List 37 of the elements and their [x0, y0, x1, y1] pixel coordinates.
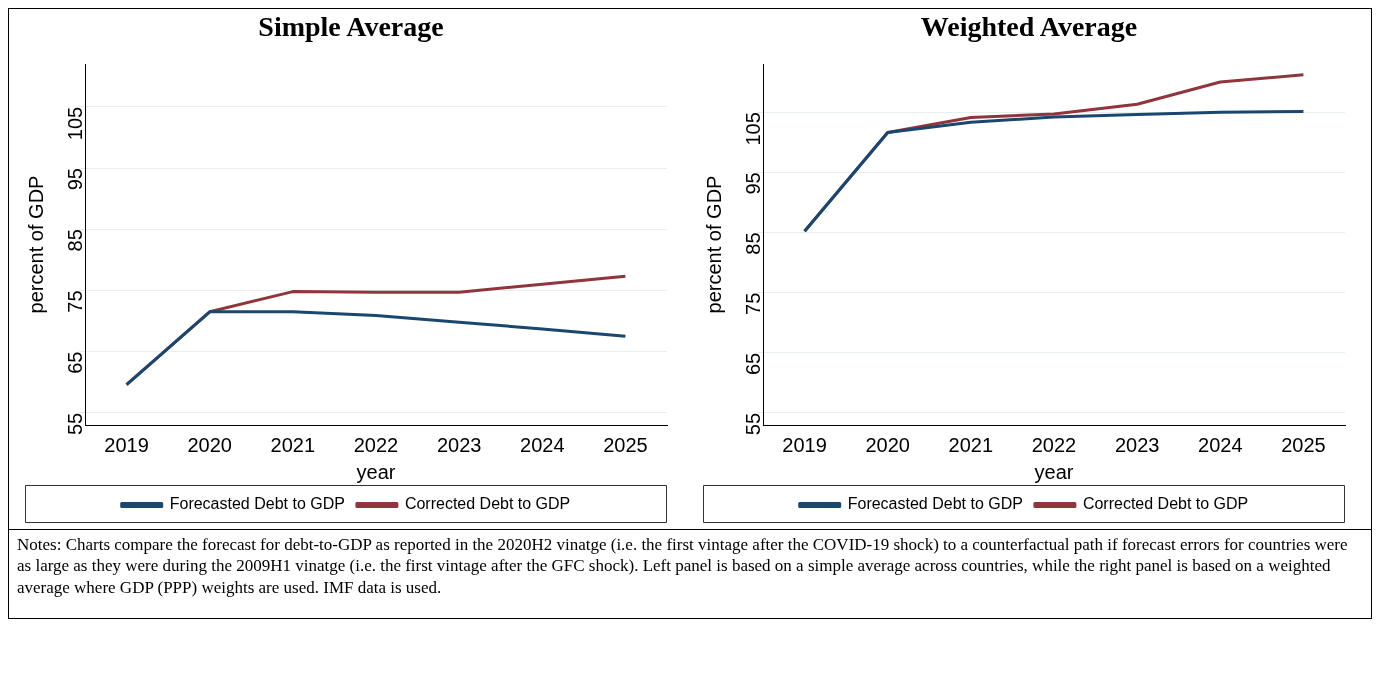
- x-tick-label: 2022: [1031, 433, 1077, 456]
- chart-title: Weighted Average: [919, 11, 1139, 43]
- x-tick-label: 2024: [520, 433, 565, 456]
- x-tick-label: 2022: [353, 433, 399, 456]
- legend-label: Forecasted Debt to GDP: [847, 495, 1023, 513]
- y-tick-label: 65: [63, 351, 86, 374]
- x-tick-label: 2021: [948, 433, 994, 456]
- y-tick-label: 105: [63, 106, 86, 141]
- legend-label: Corrected Debt to GDP: [404, 495, 571, 513]
- text: Notes: Charts compare the forecast for debt-to-GDP as reported in the 2020H2 vinatge (i.e. the first vintage after the COVID-19 shock) to a counterfactual path if forecast errors for countries were as large as they were during the 2009H1 vinatge (i.e. the first vintage after the GFC shock). Left panel is based on a simple average across countries, while the right panel is based on a weighted average where GDP (PPP) weights are used. IMF data is used.: [17, 534, 1349, 598]
- x-tick-label: 2019: [782, 433, 827, 456]
- y-tick-label: 75: [63, 290, 86, 313]
- x-tick-label: 2020: [187, 433, 232, 456]
- x-tick-label: 2021: [270, 433, 316, 456]
- y-tick-label: 75: [741, 292, 764, 315]
- x-tick-label: 2019: [104, 433, 149, 456]
- x-tick-label: 2024: [1198, 433, 1243, 456]
- x-tick-label: 2025: [603, 433, 648, 456]
- legend-label: Corrected Debt to GDP: [1082, 495, 1249, 513]
- y-tick-label: 105: [741, 112, 764, 146]
- chart-title: Simple Average: [257, 11, 445, 43]
- x-axis-title: year: [356, 460, 396, 483]
- legend-label: Forecasted Debt to GDP: [169, 495, 345, 513]
- y-tick-label: 55: [63, 412, 86, 436]
- y-tick-label: 55: [741, 412, 764, 436]
- x-tick-label: 2025: [1281, 433, 1326, 456]
- x-tick-label: 2023: [436, 433, 482, 456]
- y-tick-label: 65: [741, 352, 764, 376]
- x-tick-label: 2020: [865, 433, 910, 456]
- y-tick-label: 85: [741, 232, 764, 255]
- x-tick-label: 2023: [1114, 433, 1160, 456]
- y-tick-label: 85: [63, 229, 86, 252]
- y-axis-title: percent of GDP: [702, 175, 725, 314]
- x-axis-title: year: [1034, 460, 1074, 483]
- y-tick-label: 95: [63, 168, 86, 191]
- y-axis-title: percent of GDP: [24, 175, 47, 314]
- y-tick-label: 95: [741, 172, 764, 195]
